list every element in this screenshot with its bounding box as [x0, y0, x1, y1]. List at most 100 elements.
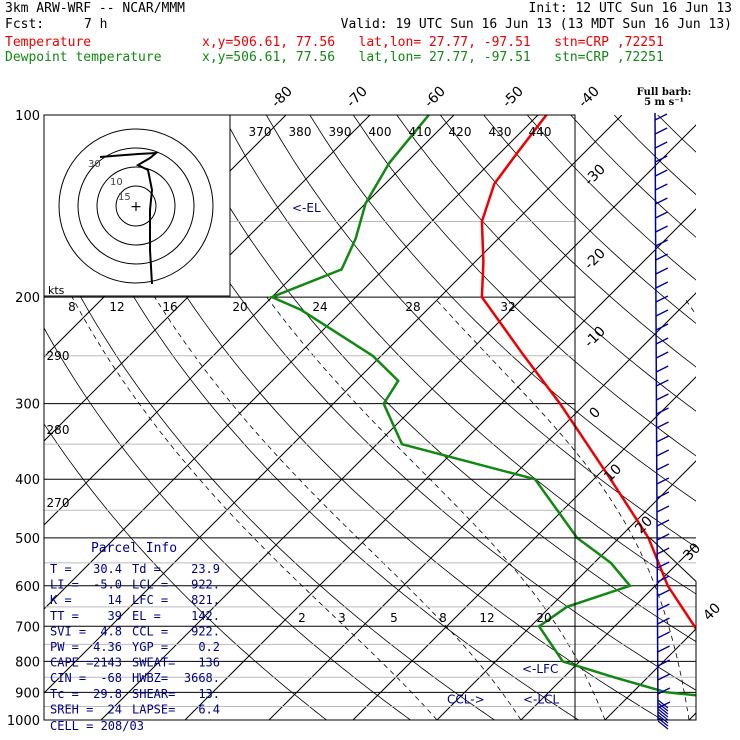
wind-barb: [657, 631, 670, 639]
wind-barb: [657, 673, 671, 681]
hodograph-center: +: [130, 199, 142, 215]
hodograph-axis-label: 16: [162, 300, 177, 314]
dry-adiabat: [309, 115, 696, 502]
wind-barb: [656, 463, 670, 471]
theta-label: 440: [529, 125, 552, 139]
wind-barb: [655, 211, 668, 219]
wind-barb: [655, 309, 669, 317]
theta-label: 400: [369, 125, 392, 139]
parcel-field-value: -5.0: [93, 578, 122, 592]
hodograph-scale-label: 30: [88, 159, 101, 170]
dewpoint-location: x,y=506.61, 77.56 lat,lon= 27.77, -97.51…: [202, 50, 664, 65]
hodograph-axis-label: 24: [312, 300, 327, 314]
skew-temperature-label: 40: [700, 600, 724, 624]
parcel-cell-value: CELL = 208/03: [50, 719, 144, 733]
parcel-field-label: Tc =: [50, 687, 79, 701]
model-title: 3km ARW-WRF -- NCAR/MMM: [5, 1, 186, 16]
moist-adiabat: [683, 296, 696, 316]
wind-barb: [654, 155, 668, 163]
isotherm-line: [352, 376, 696, 720]
hodograph-units-label: kts: [48, 284, 65, 297]
dry-adiabat: [439, 115, 696, 368]
isotherm-line: [44, 115, 539, 610]
dewpoint-line: [268, 115, 696, 697]
wind-barb: [657, 711, 669, 721]
wind-barb: [657, 589, 670, 597]
parcel-field-label: SVI =: [50, 624, 86, 638]
wind-barb: [657, 702, 669, 712]
level-marker-ccl: CCL->: [447, 693, 485, 707]
theta-label: 290: [47, 349, 70, 363]
temperature-location: x,y=506.61, 77.56 lat,lon= 27.77, -97.51…: [202, 35, 664, 50]
wind-barb: [655, 197, 668, 205]
skew-temperature-label: -50: [499, 83, 526, 110]
moist-adiabat: [71, 296, 438, 720]
level-marker-lcl: <-LCL: [523, 693, 559, 707]
wind-barb: [657, 705, 669, 715]
parcel-field-value: 29.8: [93, 687, 122, 701]
wind-barb: [654, 113, 668, 121]
pressure-label: 700: [15, 620, 40, 635]
mixing-ratio-label: 2: [298, 611, 306, 625]
wind-barb: [656, 435, 669, 443]
wind-barb: [655, 281, 669, 289]
isotherm-line: [268, 292, 696, 720]
hodograph-trace: [99, 151, 159, 285]
parcel-field-value: 23.9: [191, 562, 220, 576]
moist-adiabat: [266, 296, 606, 720]
moist-adiabat: [154, 296, 522, 720]
wind-barb: [657, 699, 669, 709]
wind-barb: [655, 337, 669, 345]
mixing-ratio-label: 3: [338, 611, 346, 625]
parcel-field-value: 6.4: [198, 702, 220, 716]
wind-staff: [654, 112, 659, 721]
wind-barb: [657, 645, 670, 653]
mixing-ratio-label: 12: [479, 611, 494, 625]
parcel-field-label: Td =: [132, 562, 161, 576]
isotherm-line: [100, 124, 696, 720]
theta-label: 430: [489, 125, 512, 139]
wind-barb: [655, 365, 669, 373]
skew-temperature-label: -30: [581, 161, 608, 188]
wind-barb: [656, 449, 669, 457]
parcel-field-value: 4.36: [93, 640, 122, 654]
parcel-field-value: 3668.: [184, 671, 220, 685]
parcel-field-label: SHEAR=: [132, 687, 175, 701]
parcel-field-value: 922.: [191, 578, 220, 592]
hodograph-axis-label: 8: [68, 300, 76, 314]
theta-label: 390: [329, 125, 352, 139]
wind-scale-value: 5 m s⁻¹: [644, 97, 684, 108]
pressure-label: 100: [15, 109, 40, 124]
hodograph: + kts 30 10 15: [43, 114, 231, 297]
wind-barb: [656, 407, 669, 415]
parcel-info-title: Parcel Info: [91, 541, 177, 556]
parcel-field-label: SWEAT=: [132, 656, 175, 670]
hodograph-ring: [115, 185, 157, 227]
parcel-field-value: 4.8: [100, 624, 122, 638]
parcel-field-label: CCL =: [132, 624, 168, 638]
hodograph-axis-label: 28: [405, 300, 420, 314]
parcel-field-value: 136: [198, 656, 220, 670]
hodograph-ring: [96, 166, 176, 246]
moist-adiabat: [433, 296, 690, 720]
wind-barb: [656, 533, 670, 541]
parcel-field-value: 30.4: [93, 562, 122, 576]
wind-barb: [657, 575, 670, 583]
parcel-field-label: CAPE =: [50, 656, 93, 670]
parcel-field-value: 0.2: [198, 640, 220, 654]
theta-label: 410: [409, 125, 432, 139]
dry-adiabat: [352, 115, 696, 457]
pressure-label: 500: [15, 532, 40, 547]
wind-barb: [655, 253, 669, 261]
skew-temperature-label: 0: [586, 404, 604, 422]
dry-adiabat: [657, 115, 696, 153]
pressure-label: 200: [15, 291, 40, 306]
parcel-field-value: 13.: [198, 687, 220, 701]
wind-barb: [657, 720, 669, 730]
wind-barb: [656, 379, 669, 387]
temperature-line: [480, 115, 696, 632]
wind-barb: [654, 127, 668, 135]
isotherm-line: [184, 208, 696, 720]
